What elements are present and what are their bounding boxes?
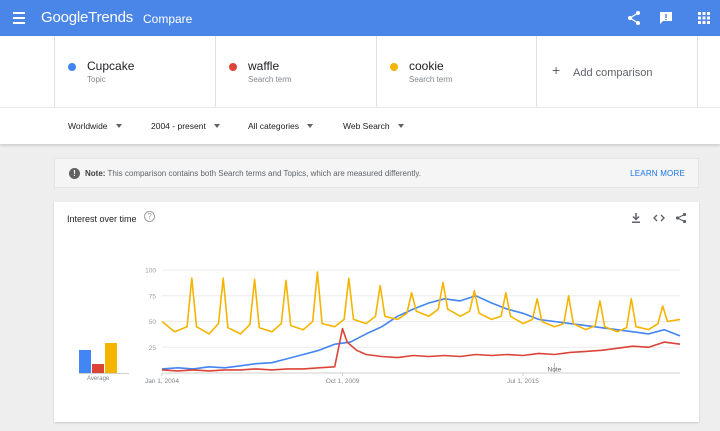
term-name: cookie	[409, 59, 444, 73]
x-tick-label: Jan 1, 2004	[145, 378, 179, 385]
term-name: Cupcake	[87, 59, 135, 73]
region-dropdown[interactable]: Worldwide	[68, 121, 122, 131]
google-trends-logo[interactable]: GoogleTrends	[41, 9, 133, 26]
time-range-value: 2004 - present	[151, 121, 206, 131]
compare-bar: Cupcake Topic waffle Search term cookie …	[0, 36, 720, 107]
region-value: Worldwide	[68, 121, 108, 131]
average-bar-cookie	[105, 343, 117, 373]
y-tick-label: 100	[145, 268, 156, 275]
embed-code-icon[interactable]	[653, 212, 665, 224]
share-icon[interactable]	[626, 10, 642, 26]
y-tick-label: 25	[149, 345, 157, 352]
comparison-note: ! Note: This comparison contains both Se…	[54, 158, 699, 188]
interest-over-time-card: Interest over time ? Average 25 50 75 100 Ja…	[54, 202, 699, 422]
series-line-cookie	[161, 271, 681, 335]
average-label: Average	[87, 376, 110, 382]
chevron-down-icon	[213, 124, 220, 128]
chevron-down-icon	[397, 124, 404, 128]
series-line-waffle	[161, 327, 681, 372]
page-title: Compare	[143, 12, 193, 26]
search-type-value: Web Search	[343, 121, 390, 131]
add-comparison-button[interactable]: + Add comparison	[536, 36, 698, 107]
add-comparison-label: Add comparison	[573, 67, 653, 79]
term-color-dot	[68, 63, 76, 71]
y-tick-label: 75	[149, 293, 157, 300]
learn-more-link[interactable]: LEARN MORE	[630, 169, 685, 178]
app-header: GoogleTrends Compare	[0, 0, 720, 36]
logo-trends-text: Trends	[88, 9, 134, 26]
term-type: Topic	[87, 75, 106, 84]
help-icon[interactable]: ?	[144, 211, 155, 222]
term-type: Search term	[409, 75, 453, 84]
average-bar-cupcake	[79, 350, 91, 373]
apps-grid-icon[interactable]	[696, 10, 712, 26]
plus-icon: +	[552, 62, 561, 78]
chevron-down-icon	[115, 124, 122, 128]
filter-bar: Worldwide 2004 - present All categories …	[0, 107, 720, 144]
note-label: Note:	[85, 169, 106, 178]
time-range-dropdown[interactable]: 2004 - present	[151, 121, 220, 131]
category-value: All categories	[248, 121, 300, 131]
category-dropdown[interactable]: All categories	[248, 121, 314, 131]
term-cookie[interactable]: cookie Search term	[376, 36, 536, 107]
card-title: Interest over time	[67, 214, 137, 224]
note-body: This comparison contains both Search ter…	[107, 169, 422, 178]
x-tick-label: Jul 1, 2015	[507, 378, 539, 385]
term-type: Search term	[248, 75, 292, 84]
term-cupcake[interactable]: Cupcake Topic	[54, 36, 215, 107]
term-color-dot	[390, 63, 398, 71]
annotation-label: Note	[548, 367, 562, 374]
info-icon: !	[69, 168, 80, 179]
average-bar-waffle	[92, 364, 104, 373]
x-tick-label: Oct 1, 2009	[326, 378, 360, 385]
search-type-dropdown[interactable]: Web Search	[343, 121, 404, 131]
chevron-down-icon	[307, 124, 314, 128]
series-line-cupcake	[161, 295, 681, 370]
note-text: Note: This comparison contains both Sear…	[85, 169, 421, 178]
feedback-icon[interactable]	[658, 10, 674, 26]
term-color-dot	[229, 63, 237, 71]
y-tick-label: 50	[149, 319, 157, 326]
share-icon[interactable]	[675, 212, 687, 224]
average-bars	[79, 314, 129, 374]
logo-google-text: Google	[41, 9, 89, 26]
term-waffle[interactable]: waffle Search term	[215, 36, 376, 107]
term-name: waffle	[248, 59, 280, 73]
download-icon[interactable]	[630, 212, 642, 224]
interest-over-time-chart[interactable]: 25 50 75 100 Jan 1, 2004 Oct 1, 2009 Jul 1, 20…	[54, 202, 699, 422]
menu-icon[interactable]	[13, 12, 25, 24]
